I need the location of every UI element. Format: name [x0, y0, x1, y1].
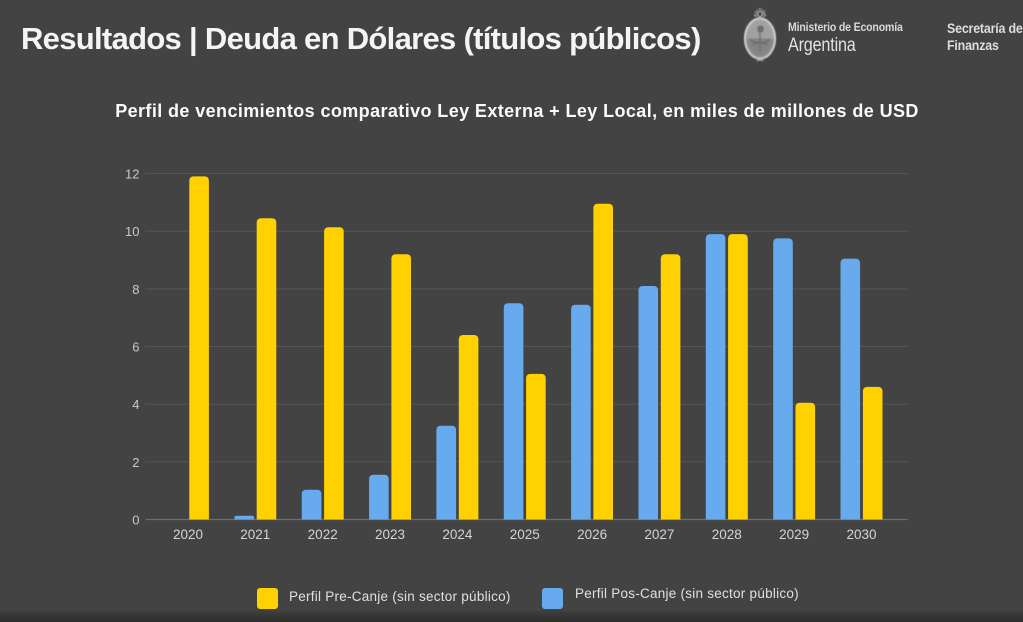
svg-text:2026: 2026	[577, 527, 607, 542]
svg-text:4: 4	[132, 397, 139, 412]
svg-text:2022: 2022	[308, 527, 338, 542]
svg-text:2028: 2028	[712, 527, 742, 542]
svg-text:2020: 2020	[173, 527, 203, 542]
svg-text:2029: 2029	[779, 527, 809, 542]
svg-text:8: 8	[132, 282, 139, 297]
svg-text:10: 10	[125, 224, 139, 239]
svg-text:2: 2	[132, 455, 139, 470]
svg-text:2024: 2024	[442, 527, 473, 542]
svg-text:12: 12	[125, 167, 139, 182]
svg-text:2025: 2025	[510, 527, 540, 542]
svg-text:2030: 2030	[846, 527, 876, 542]
svg-text:0: 0	[132, 513, 139, 528]
svg-text:2021: 2021	[240, 527, 270, 542]
svg-text:2027: 2027	[644, 527, 674, 542]
svg-text:2023: 2023	[375, 527, 405, 542]
svg-text:6: 6	[132, 340, 139, 355]
